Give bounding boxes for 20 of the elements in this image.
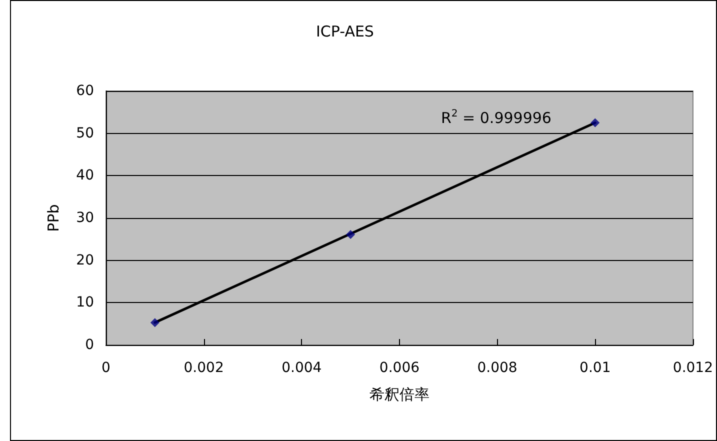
x-tick-label: 0 bbox=[102, 360, 110, 376]
x-tick-label: 0.01 bbox=[580, 360, 611, 376]
y-tick-label: 60 bbox=[76, 83, 94, 99]
y-tick-label: 40 bbox=[76, 168, 94, 184]
y-tick-label: 0 bbox=[85, 337, 94, 353]
point bbox=[150, 318, 160, 328]
x-tick-label: 0.012 bbox=[672, 360, 714, 376]
y-tick-label: 50 bbox=[76, 125, 94, 142]
chart-title: ICP-AES bbox=[316, 22, 374, 40]
x-axis-title: 希釈倍率 bbox=[369, 386, 430, 404]
x-tick-label: 0.008 bbox=[477, 360, 518, 376]
x-tick-label: 0.002 bbox=[184, 360, 224, 376]
y-tick-label: 20 bbox=[76, 252, 94, 268]
x-tick-label: 0.006 bbox=[379, 360, 420, 376]
y-tick-label: 30 bbox=[76, 210, 94, 226]
y-axis-title: PPb bbox=[44, 204, 62, 232]
point bbox=[346, 230, 356, 240]
point bbox=[590, 118, 600, 128]
y-tick-label: 10 bbox=[76, 294, 94, 311]
x-tick-label: 0.004 bbox=[282, 360, 322, 376]
